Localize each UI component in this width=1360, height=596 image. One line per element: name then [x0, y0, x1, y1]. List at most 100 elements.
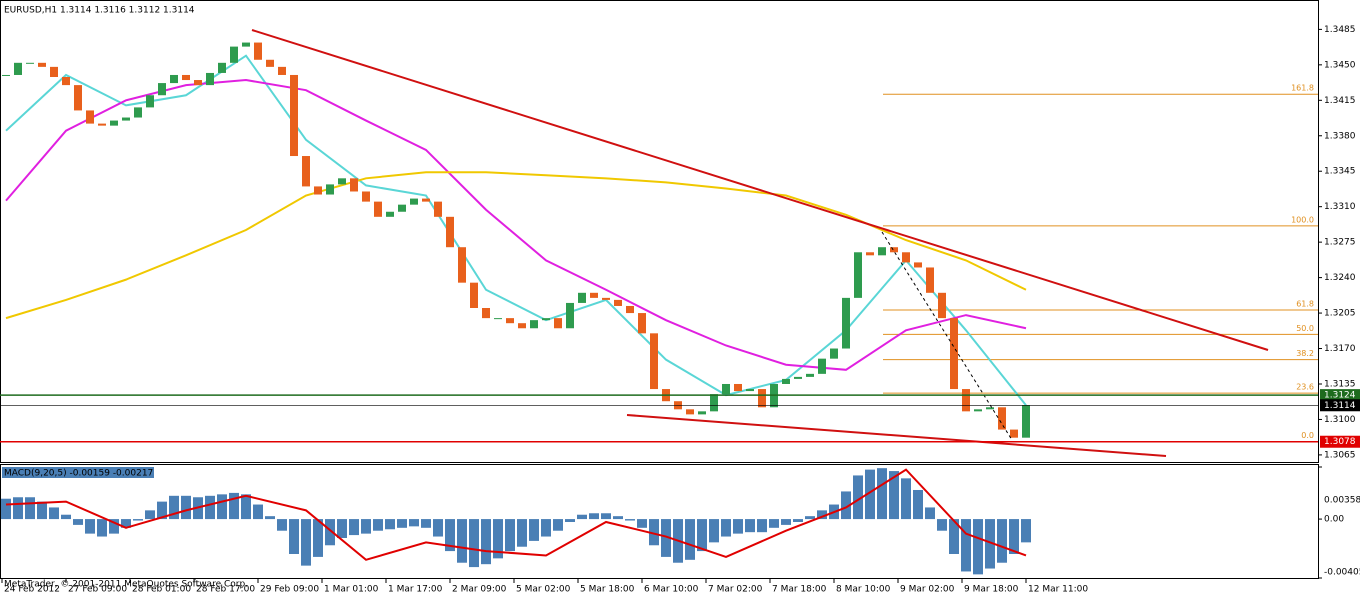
- candle: [134, 107, 142, 118]
- candle: [554, 318, 562, 329]
- candle: [38, 62, 46, 67]
- macd-bar: [253, 504, 263, 520]
- time-label: 1 Mar 17:00: [388, 585, 443, 595]
- macd-bar: [25, 497, 35, 520]
- price-label: 1.3485: [1324, 25, 1356, 35]
- candle: [170, 74, 178, 84]
- candle: [854, 252, 862, 298]
- macd-label: MACD(9,20,5) -0.00159 -0.00217: [4, 469, 153, 479]
- candle: [14, 62, 22, 75]
- macd-bar: [889, 471, 899, 520]
- candle: [146, 95, 154, 108]
- macd-bar: [217, 494, 227, 520]
- candle: [446, 216, 454, 248]
- macd-bar: [433, 519, 443, 537]
- candle: [686, 409, 694, 415]
- macd-bar: [565, 519, 575, 522]
- macd-bar: [781, 519, 791, 525]
- time-label: 7 Mar 02:00: [708, 585, 763, 595]
- candle: [830, 348, 838, 359]
- trend-line: [626, 414, 1167, 457]
- macd-bar: [697, 519, 707, 552]
- macd-bar: [325, 519, 335, 546]
- candle: [182, 74, 190, 81]
- candle: [890, 247, 898, 253]
- candle: [542, 318, 550, 321]
- macd-bar: [793, 519, 803, 522]
- candle: [530, 320, 538, 329]
- price-label: 1.3345: [1324, 167, 1356, 177]
- macd-bar: [877, 468, 887, 520]
- macd-bar: [853, 475, 863, 520]
- candle: [710, 394, 718, 412]
- fib-label: 61.8: [1296, 300, 1314, 309]
- candle: [482, 308, 490, 319]
- candle: [266, 59, 274, 67]
- price-label: 1.3310: [1324, 202, 1356, 212]
- price-label: 1.3380: [1324, 131, 1356, 141]
- macd-bar: [97, 519, 107, 537]
- macd-bar: [421, 519, 431, 528]
- macd-bar: [925, 507, 935, 520]
- macd-bar: [961, 519, 971, 572]
- candle: [230, 46, 238, 63]
- macd-bar: [577, 514, 587, 520]
- macd-bar: [769, 519, 779, 528]
- macd-bar: [649, 519, 659, 546]
- fib-label: 0.0: [1301, 431, 1314, 440]
- macd-bar: [997, 519, 1007, 563]
- candle: [950, 318, 958, 390]
- candle: [98, 123, 106, 126]
- candle: [578, 292, 586, 303]
- candle: [758, 389, 766, 408]
- candle: [242, 42, 250, 47]
- price-label: 1.3170: [1324, 344, 1356, 354]
- candle: [722, 383, 730, 395]
- candle: [998, 407, 1006, 430]
- macd-bar: [169, 495, 179, 520]
- candle: [62, 77, 70, 86]
- candle: [362, 191, 370, 202]
- moving-average: [5, 171, 1027, 320]
- macd-bar: [613, 516, 623, 520]
- candle: [314, 186, 322, 195]
- candle: [494, 318, 502, 320]
- candle: [746, 389, 754, 392]
- candle: [290, 74, 298, 157]
- candle: [614, 299, 622, 306]
- time-label: 12 Mar 11:00: [1028, 585, 1088, 595]
- price-label: 1.3275: [1324, 238, 1356, 248]
- time-label: 24 Feb 2012: [4, 585, 60, 595]
- price-label: 1.3415: [1324, 96, 1356, 106]
- candle: [518, 323, 526, 329]
- price-label: 1.3100: [1324, 415, 1356, 425]
- candle: [506, 318, 514, 324]
- price-box: [1320, 435, 1360, 448]
- candle: [878, 247, 886, 256]
- macd-bar: [913, 489, 923, 520]
- macd-bar: [529, 519, 539, 541]
- macd-bar: [637, 519, 647, 528]
- macd-bar: [313, 519, 323, 557]
- moving-average: [5, 54, 1027, 406]
- candle: [962, 389, 970, 412]
- price-box-label: 1.3078: [1324, 437, 1356, 447]
- macd-bar: [49, 507, 59, 520]
- macd-bar: [181, 495, 191, 520]
- candle: [410, 198, 418, 205]
- macd-bar: [373, 519, 383, 531]
- candle: [374, 201, 382, 217]
- candle: [26, 62, 34, 64]
- macd-bar: [289, 519, 299, 554]
- candle: [2, 74, 10, 76]
- macd-bar: [241, 494, 251, 520]
- macd-bar: [277, 519, 287, 531]
- candle: [986, 407, 994, 410]
- candle: [698, 411, 706, 415]
- time-label: 9 Mar 02:00: [900, 585, 955, 595]
- macd-bar: [337, 519, 347, 538]
- macd-bar: [85, 519, 95, 534]
- time-label: 9 Mar 18:00: [964, 585, 1019, 595]
- candle: [806, 373, 814, 377]
